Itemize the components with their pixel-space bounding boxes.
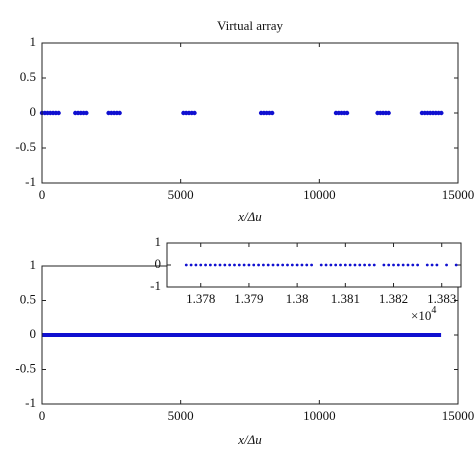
y-tick-label: 1 (30, 257, 37, 272)
point (319, 263, 323, 267)
x-tick-label: 0 (39, 187, 46, 202)
point (435, 263, 439, 267)
point (343, 263, 347, 267)
x-axis-label: x/Δu (237, 209, 262, 224)
point (208, 263, 212, 267)
point (204, 263, 207, 267)
y-tick-label: 0 (30, 326, 37, 341)
point (192, 110, 197, 116)
point (396, 263, 400, 267)
point (218, 263, 222, 267)
point (194, 263, 198, 267)
point (189, 263, 193, 267)
axis-offset-label: ×104 (411, 305, 436, 323)
x-tick-label: 1.383 (427, 291, 456, 306)
point (392, 263, 395, 267)
offset-exponent: 4 (431, 305, 436, 316)
point (368, 263, 371, 267)
point (344, 110, 350, 116)
point (353, 263, 357, 267)
axes-background (42, 43, 458, 183)
y-tick-label: -1 (150, 278, 161, 293)
axes-frame (166, 242, 462, 288)
point (269, 110, 275, 116)
point (237, 263, 241, 267)
x-tick-label: 1.38 (286, 291, 309, 306)
x-tick-label: 10000 (303, 408, 336, 423)
point (406, 263, 410, 267)
point (117, 110, 122, 116)
point (310, 263, 313, 267)
point (358, 263, 362, 267)
point (213, 263, 217, 267)
y-tick-label: 1 (155, 234, 162, 249)
point (382, 263, 386, 267)
x-tick-label: 5000 (168, 187, 194, 202)
offset-base: ×10 (411, 308, 431, 323)
chart-title: Virtual array (217, 18, 283, 33)
x-tick-label: 0 (39, 408, 46, 423)
point (199, 263, 203, 267)
point (348, 263, 352, 267)
x-tick-label: 10000 (303, 187, 336, 202)
point (324, 263, 328, 267)
point (184, 263, 188, 267)
point (372, 263, 376, 267)
x-tick-label: 1.379 (234, 291, 263, 306)
point (286, 263, 289, 267)
point (223, 263, 227, 267)
point (276, 263, 280, 267)
x-tick-label: 1.381 (331, 291, 360, 306)
point (247, 263, 251, 267)
point (300, 263, 304, 267)
point (281, 263, 285, 267)
point (329, 263, 333, 267)
point (295, 263, 299, 267)
point (411, 263, 415, 267)
y-tick-label: 0.5 (20, 291, 36, 306)
point (425, 263, 429, 267)
point (261, 263, 265, 267)
point (84, 110, 89, 116)
y-tick-label: -1 (25, 395, 36, 410)
point (416, 263, 420, 267)
x-tick-label: 1.378 (186, 291, 215, 306)
point (386, 110, 391, 116)
point (233, 263, 236, 267)
point (430, 263, 434, 267)
x-tick-label: 5000 (168, 408, 194, 423)
point (228, 263, 232, 267)
y-tick-label: -0.5 (15, 360, 36, 375)
y-tick-label: 0 (30, 104, 37, 119)
point (56, 110, 61, 116)
point (290, 263, 294, 267)
y-tick-label: -1 (25, 174, 36, 189)
y-tick-label: -0.5 (15, 139, 36, 154)
point (334, 263, 338, 267)
axes-frame (41, 42, 459, 184)
y-tick-label: 0 (155, 256, 162, 271)
point (387, 263, 391, 267)
x-tick-label: 15000 (442, 187, 474, 202)
point (363, 263, 367, 267)
x-axis-label: x/Δu (237, 432, 262, 447)
y-tick-label: 1 (30, 34, 37, 49)
point (242, 263, 246, 267)
point (252, 263, 256, 267)
point (339, 263, 342, 267)
x-tick-label: 15000 (442, 408, 474, 423)
point (257, 263, 260, 267)
point (439, 110, 444, 116)
y-tick-label: 0.5 (20, 69, 36, 84)
point (454, 263, 458, 267)
x-tick-label: 1.382 (379, 291, 408, 306)
point (305, 263, 309, 267)
point (445, 263, 448, 267)
point (266, 263, 270, 267)
point (401, 263, 405, 267)
point (271, 263, 275, 267)
